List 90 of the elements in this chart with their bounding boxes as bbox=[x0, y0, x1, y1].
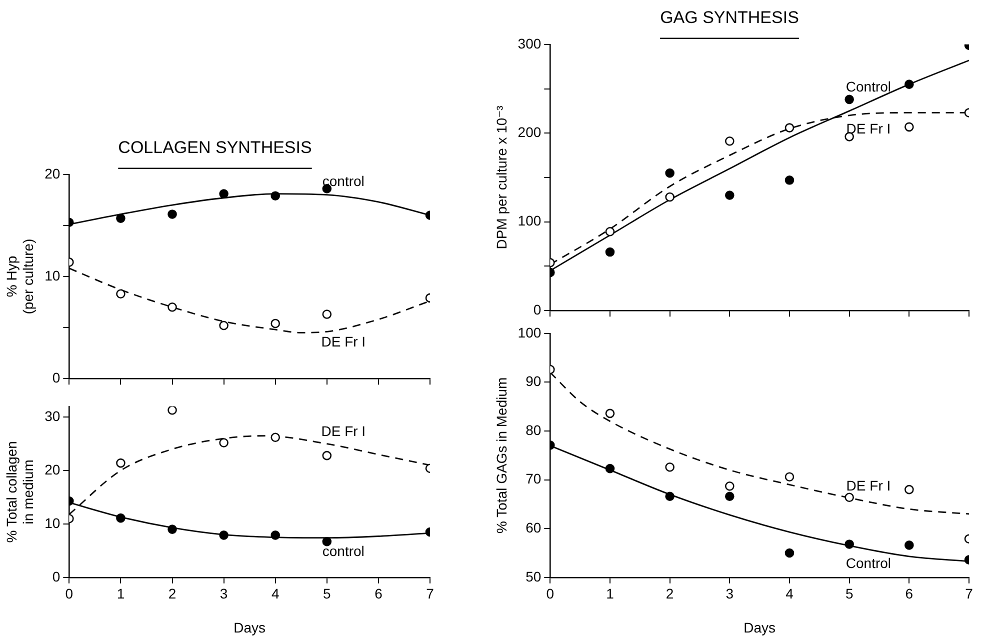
y-tick-label: 200 bbox=[518, 124, 542, 140]
series-label: DE Fr I bbox=[321, 334, 366, 350]
x-tick-label: 2 bbox=[666, 586, 674, 602]
point bbox=[605, 464, 615, 474]
point bbox=[605, 408, 615, 418]
y-axis-title: % Total GAGs in Medium bbox=[493, 377, 510, 534]
x-tick-label: 4 bbox=[271, 586, 280, 602]
x-tick-label: 3 bbox=[726, 586, 734, 602]
x-tick-label: 3 bbox=[220, 586, 228, 602]
chart-title: COLLAGEN SYNTHESIS bbox=[118, 138, 312, 157]
point bbox=[665, 492, 674, 502]
x-tick-label: 0 bbox=[546, 586, 554, 602]
series-label: control bbox=[322, 172, 364, 189]
point bbox=[725, 136, 734, 146]
point bbox=[219, 438, 228, 448]
point bbox=[116, 458, 126, 468]
series-label: DE Fr I bbox=[846, 477, 891, 494]
y-tick-label: 20 bbox=[44, 165, 60, 182]
point bbox=[168, 524, 177, 534]
point bbox=[784, 472, 794, 482]
point bbox=[219, 320, 228, 330]
point bbox=[270, 530, 280, 540]
point bbox=[116, 289, 126, 299]
x-tick-label: 2 bbox=[168, 586, 176, 602]
point bbox=[665, 168, 674, 178]
x-tick-label: 6 bbox=[374, 586, 383, 602]
x-axis-title: Days bbox=[234, 619, 266, 636]
y-tick-label: 0 bbox=[52, 369, 60, 386]
x-tick-label: 5 bbox=[845, 586, 854, 602]
y-axis-title: DPM per culture x 10⁻³ bbox=[493, 105, 510, 250]
point bbox=[784, 123, 794, 132]
point bbox=[725, 481, 734, 491]
point bbox=[844, 94, 854, 104]
point bbox=[168, 210, 177, 219]
y-tick-label: 10 bbox=[44, 514, 60, 531]
point bbox=[904, 122, 914, 132]
x-axis-title: Days bbox=[744, 619, 776, 636]
x-tick-label: 7 bbox=[426, 586, 434, 602]
x-tick-label: 1 bbox=[606, 586, 614, 602]
y-tick-label: 70 bbox=[526, 470, 542, 487]
point bbox=[116, 214, 126, 223]
x-tick-label: 4 bbox=[786, 586, 794, 602]
point bbox=[605, 247, 615, 257]
x-tick-label: 7 bbox=[965, 586, 974, 602]
point bbox=[322, 450, 332, 460]
y-tick-label: 300 bbox=[518, 35, 542, 52]
point bbox=[844, 540, 854, 549]
y-tick-label: 20 bbox=[44, 461, 60, 478]
y-tick-label: 0 bbox=[533, 301, 542, 318]
point bbox=[270, 191, 280, 200]
x-tick-label: 0 bbox=[65, 586, 74, 602]
point bbox=[219, 530, 228, 540]
y-axis-title: % Hyp (per culture) bbox=[3, 238, 36, 314]
point bbox=[322, 536, 332, 546]
series-label: control bbox=[322, 543, 364, 560]
point bbox=[219, 189, 228, 198]
series-label: Control bbox=[846, 554, 892, 571]
point bbox=[665, 192, 674, 202]
point bbox=[270, 318, 280, 328]
y-tick-label: 50 bbox=[526, 568, 542, 584]
y-axis-title: % Total collagen in medium bbox=[3, 441, 36, 543]
point bbox=[168, 302, 177, 312]
x-tick-label: 5 bbox=[323, 586, 332, 602]
point bbox=[665, 462, 674, 472]
point bbox=[270, 432, 280, 442]
point bbox=[904, 80, 914, 89]
chart-title: GAG SYNTHESIS bbox=[660, 8, 799, 27]
point bbox=[605, 226, 615, 236]
x-tick-label: 1 bbox=[116, 586, 125, 602]
y-tick-label: 100 bbox=[518, 324, 542, 340]
point bbox=[322, 310, 332, 319]
point bbox=[784, 548, 794, 558]
series-label: DE Fr I bbox=[321, 423, 366, 440]
y-tick-label: 90 bbox=[526, 373, 542, 390]
point bbox=[725, 492, 734, 502]
point bbox=[904, 484, 914, 494]
point bbox=[168, 406, 177, 415]
y-tick-label: 80 bbox=[526, 422, 542, 438]
y-tick-label: 100 bbox=[518, 212, 542, 229]
point bbox=[784, 176, 794, 185]
series-label: Control bbox=[846, 78, 892, 94]
y-tick-label: 0 bbox=[52, 568, 60, 584]
x-tick-label: 6 bbox=[905, 586, 914, 602]
y-tick-label: 30 bbox=[44, 408, 60, 424]
point bbox=[844, 492, 854, 502]
point bbox=[725, 190, 734, 200]
y-tick-label: 10 bbox=[44, 267, 60, 284]
point bbox=[116, 513, 126, 523]
y-tick-label: 60 bbox=[526, 519, 542, 536]
point bbox=[904, 540, 914, 550]
